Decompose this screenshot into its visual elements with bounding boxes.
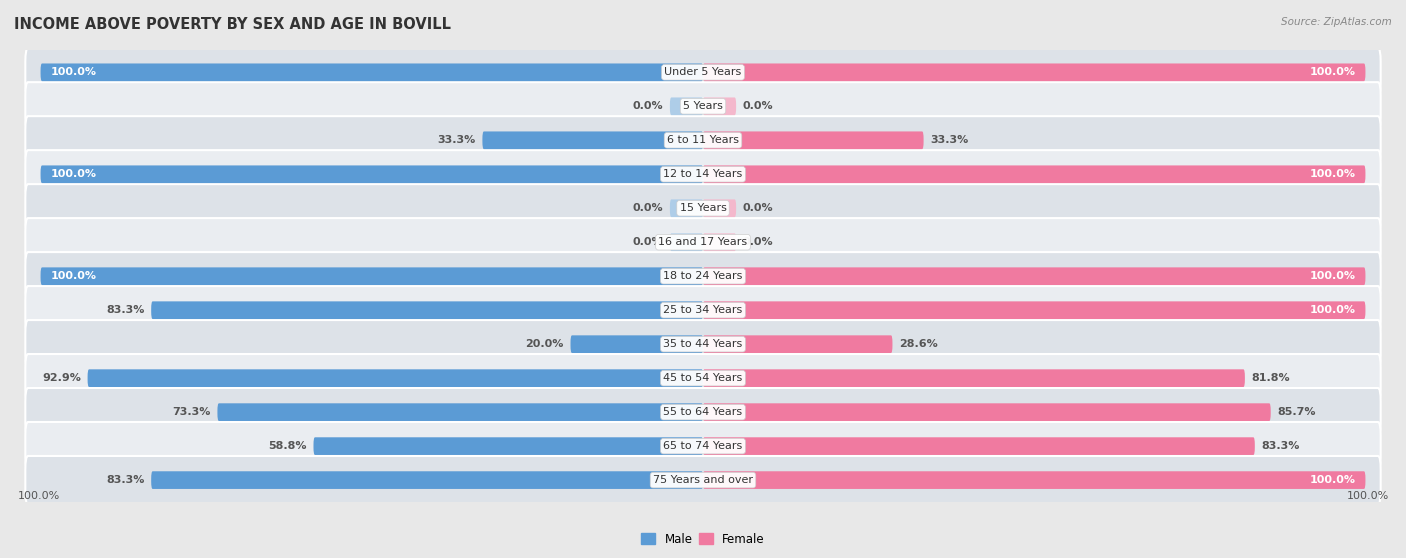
FancyBboxPatch shape — [87, 369, 703, 387]
Text: 83.3%: 83.3% — [1261, 441, 1299, 451]
Text: 100.0%: 100.0% — [1309, 305, 1355, 315]
Text: 16 and 17 Years: 16 and 17 Years — [658, 237, 748, 247]
Text: 45 to 54 Years: 45 to 54 Years — [664, 373, 742, 383]
Text: 58.8%: 58.8% — [269, 441, 307, 451]
Text: 55 to 64 Years: 55 to 64 Years — [664, 407, 742, 417]
Text: 0.0%: 0.0% — [742, 203, 773, 213]
FancyBboxPatch shape — [314, 437, 703, 455]
FancyBboxPatch shape — [703, 472, 1365, 489]
FancyBboxPatch shape — [25, 388, 1381, 436]
FancyBboxPatch shape — [218, 403, 703, 421]
Text: 28.6%: 28.6% — [898, 339, 938, 349]
FancyBboxPatch shape — [41, 267, 703, 285]
Text: 75 Years and over: 75 Years and over — [652, 475, 754, 485]
Text: 100.0%: 100.0% — [1309, 271, 1355, 281]
FancyBboxPatch shape — [703, 267, 1365, 285]
FancyBboxPatch shape — [25, 116, 1381, 165]
FancyBboxPatch shape — [25, 286, 1381, 334]
Text: 92.9%: 92.9% — [42, 373, 82, 383]
Text: 0.0%: 0.0% — [742, 237, 773, 247]
FancyBboxPatch shape — [152, 472, 703, 489]
Text: 15 Years: 15 Years — [679, 203, 727, 213]
Text: 33.3%: 33.3% — [931, 135, 969, 145]
FancyBboxPatch shape — [41, 165, 703, 183]
FancyBboxPatch shape — [25, 456, 1381, 504]
FancyBboxPatch shape — [25, 184, 1381, 232]
FancyBboxPatch shape — [25, 150, 1381, 199]
FancyBboxPatch shape — [25, 320, 1381, 368]
Text: 81.8%: 81.8% — [1251, 373, 1291, 383]
FancyBboxPatch shape — [25, 82, 1381, 131]
FancyBboxPatch shape — [703, 165, 1365, 183]
Text: INCOME ABOVE POVERTY BY SEX AND AGE IN BOVILL: INCOME ABOVE POVERTY BY SEX AND AGE IN B… — [14, 17, 451, 32]
Text: Source: ZipAtlas.com: Source: ZipAtlas.com — [1281, 17, 1392, 27]
FancyBboxPatch shape — [25, 354, 1381, 402]
Text: 0.0%: 0.0% — [633, 203, 664, 213]
Text: 6 to 11 Years: 6 to 11 Years — [666, 135, 740, 145]
FancyBboxPatch shape — [703, 369, 1244, 387]
FancyBboxPatch shape — [25, 252, 1381, 300]
FancyBboxPatch shape — [703, 403, 1271, 421]
Text: 25 to 34 Years: 25 to 34 Years — [664, 305, 742, 315]
Text: 100.0%: 100.0% — [51, 169, 97, 179]
Text: 12 to 14 Years: 12 to 14 Years — [664, 169, 742, 179]
FancyBboxPatch shape — [152, 301, 703, 319]
Text: 100.0%: 100.0% — [1309, 475, 1355, 485]
FancyBboxPatch shape — [703, 64, 1365, 81]
Text: 85.7%: 85.7% — [1277, 407, 1316, 417]
FancyBboxPatch shape — [669, 98, 703, 115]
Text: 35 to 44 Years: 35 to 44 Years — [664, 339, 742, 349]
FancyBboxPatch shape — [41, 64, 703, 81]
Legend: Male, Female: Male, Female — [637, 528, 769, 551]
FancyBboxPatch shape — [703, 199, 737, 217]
Text: 65 to 74 Years: 65 to 74 Years — [664, 441, 742, 451]
Text: 100.0%: 100.0% — [51, 271, 97, 281]
Text: 73.3%: 73.3% — [173, 407, 211, 417]
Text: 18 to 24 Years: 18 to 24 Years — [664, 271, 742, 281]
Text: 83.3%: 83.3% — [107, 475, 145, 485]
Text: 100.0%: 100.0% — [1347, 491, 1389, 501]
FancyBboxPatch shape — [25, 48, 1381, 97]
Text: 0.0%: 0.0% — [633, 237, 664, 247]
FancyBboxPatch shape — [703, 132, 924, 149]
Text: 100.0%: 100.0% — [1309, 169, 1355, 179]
Text: 100.0%: 100.0% — [51, 68, 97, 78]
Text: Under 5 Years: Under 5 Years — [665, 68, 741, 78]
Text: 100.0%: 100.0% — [1309, 68, 1355, 78]
FancyBboxPatch shape — [703, 98, 737, 115]
Text: 5 Years: 5 Years — [683, 102, 723, 111]
Text: 20.0%: 20.0% — [526, 339, 564, 349]
Text: 100.0%: 100.0% — [17, 491, 59, 501]
FancyBboxPatch shape — [25, 422, 1381, 470]
FancyBboxPatch shape — [669, 199, 703, 217]
FancyBboxPatch shape — [703, 233, 737, 251]
Text: 33.3%: 33.3% — [437, 135, 475, 145]
FancyBboxPatch shape — [703, 301, 1365, 319]
FancyBboxPatch shape — [703, 437, 1254, 455]
Text: 0.0%: 0.0% — [742, 102, 773, 111]
Text: 0.0%: 0.0% — [633, 102, 664, 111]
FancyBboxPatch shape — [482, 132, 703, 149]
FancyBboxPatch shape — [703, 335, 893, 353]
FancyBboxPatch shape — [25, 218, 1381, 266]
FancyBboxPatch shape — [571, 335, 703, 353]
FancyBboxPatch shape — [669, 233, 703, 251]
Text: 83.3%: 83.3% — [107, 305, 145, 315]
